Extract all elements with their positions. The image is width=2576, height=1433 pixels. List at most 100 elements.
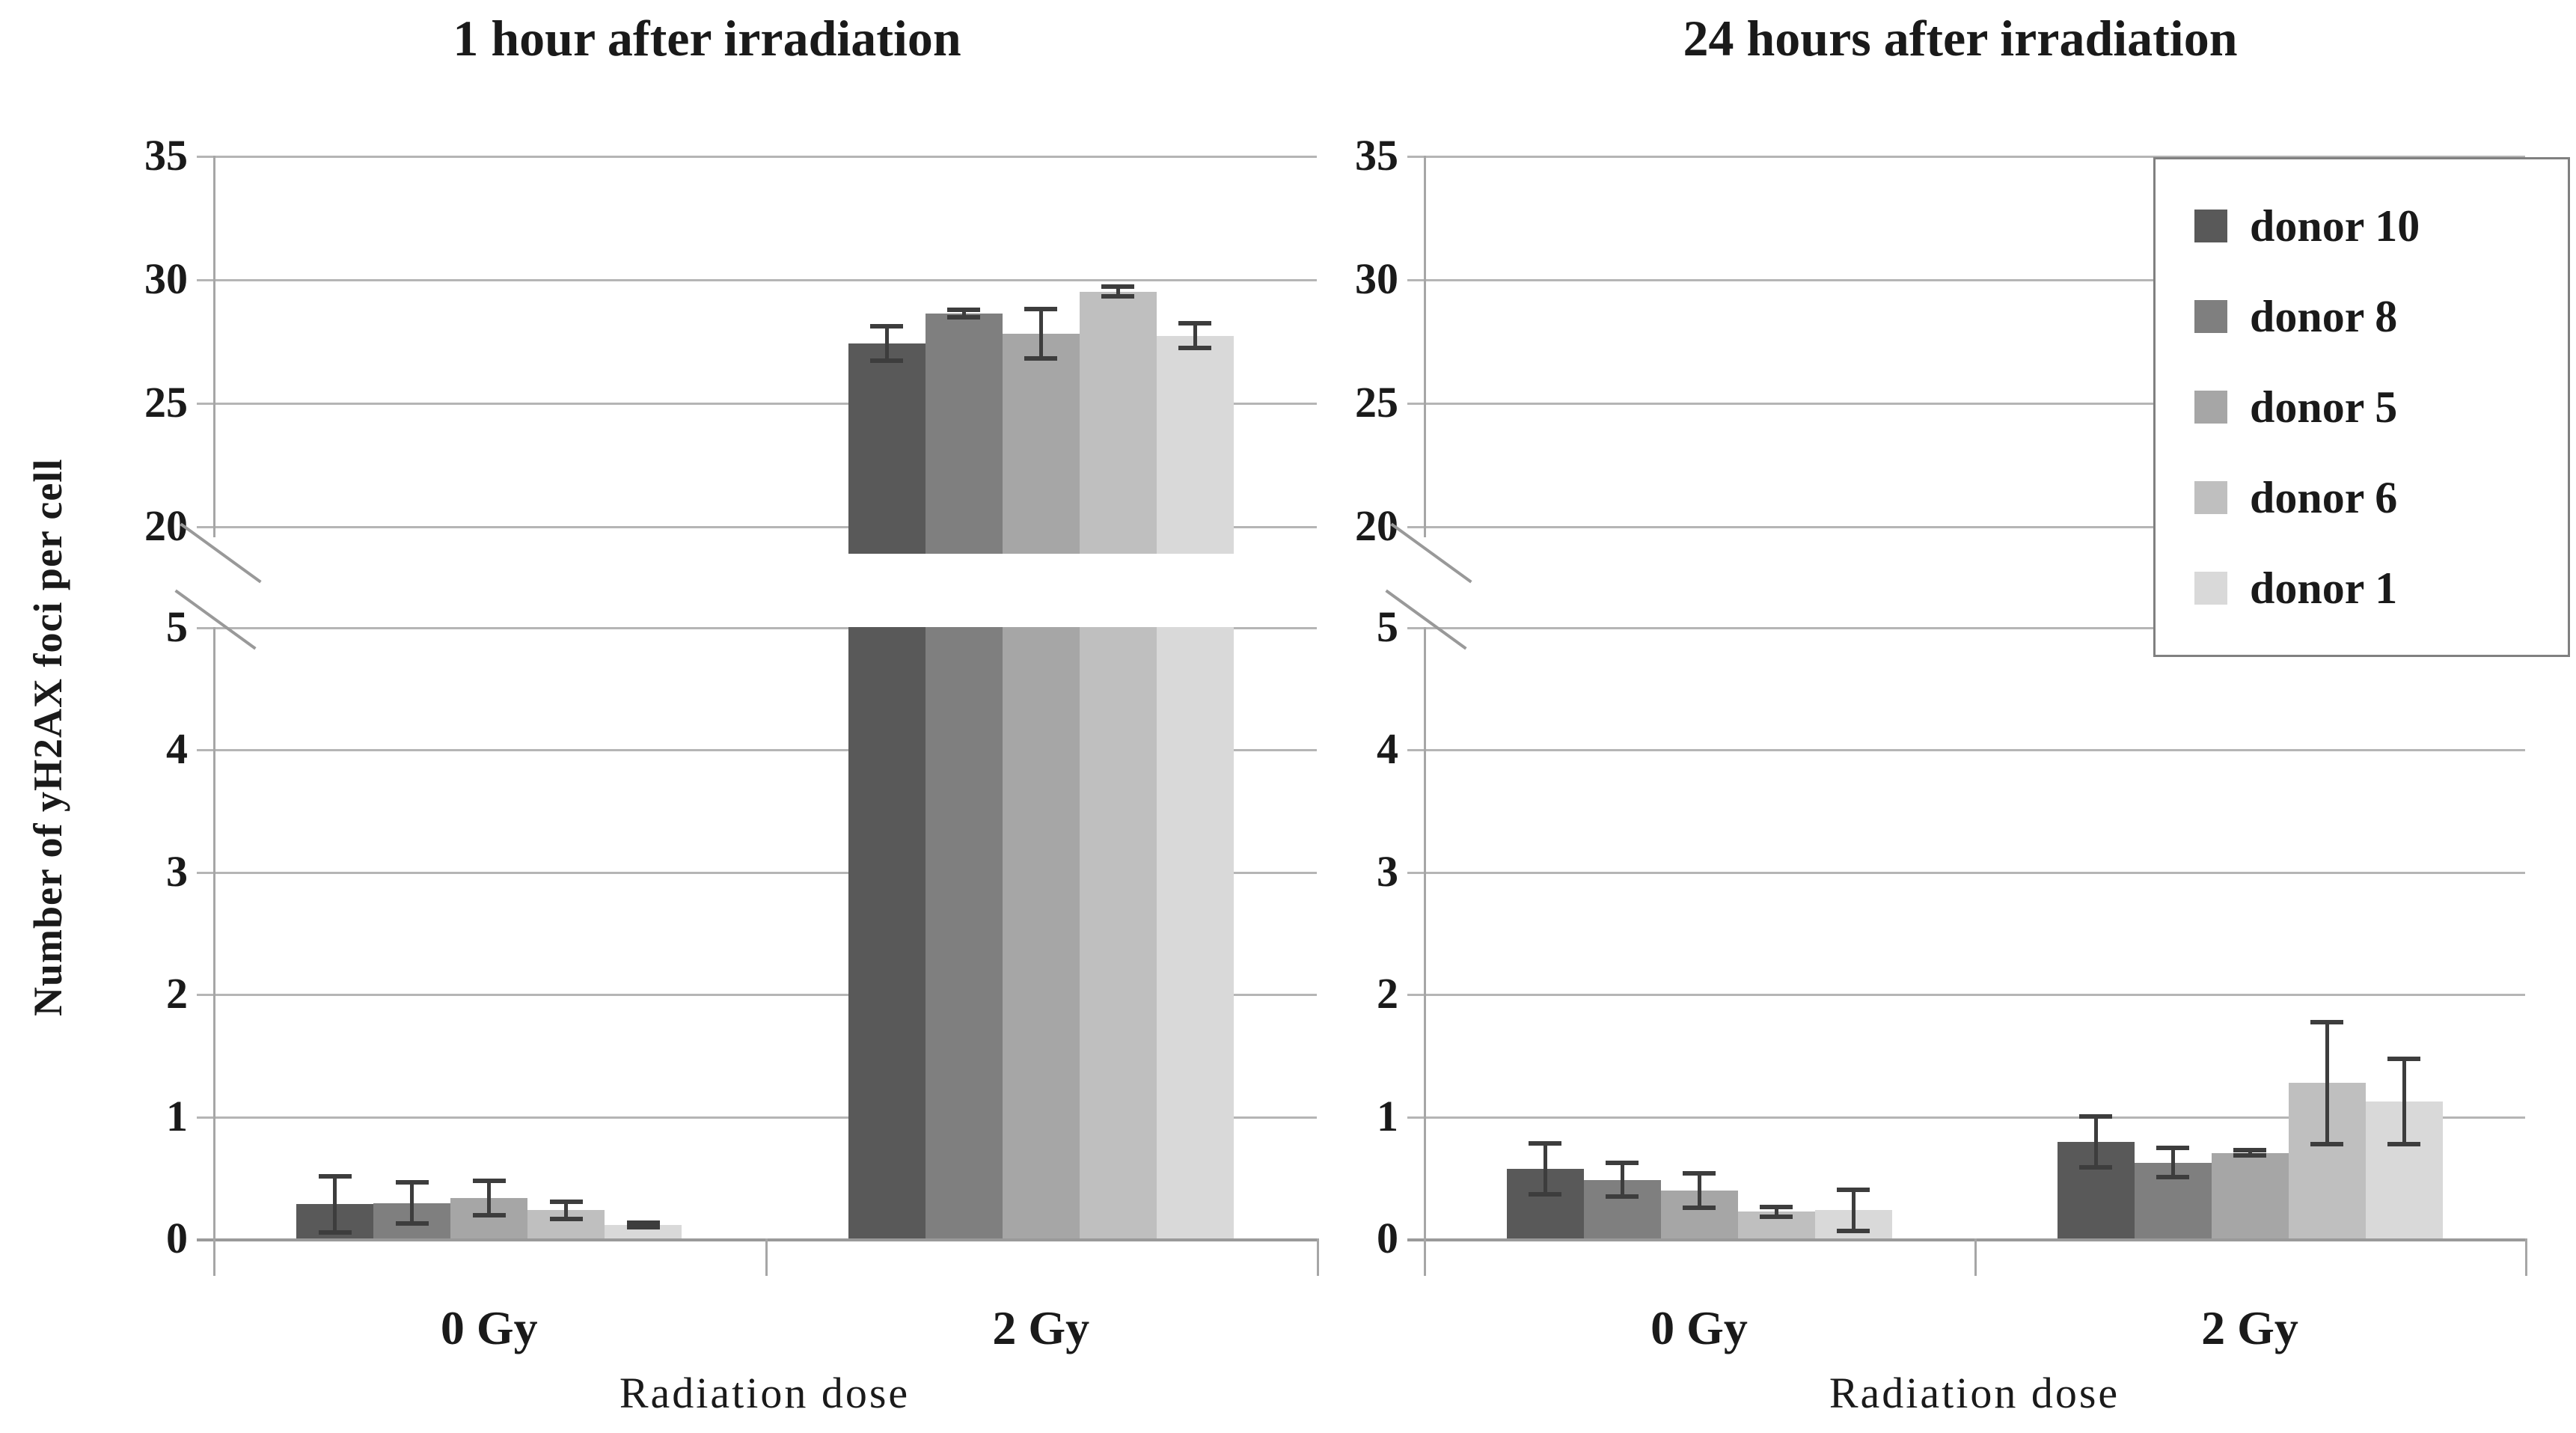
- errorbar-donor-1-0gy-cap-top: [626, 1220, 660, 1225]
- errorbar-donor-5-0gy-stem: [1697, 1173, 1701, 1209]
- errorbar-donor-1-2gy-cap-bottom: [2387, 1142, 2420, 1147]
- errorbar-donor-1-2gy-cap-top: [1178, 321, 1212, 326]
- legend: donor 10 donor 8 donor 5 donor 6 donor 1: [2153, 157, 2570, 657]
- errorbar-donor-1-2gy-stem: [1193, 323, 1197, 349]
- errorbar-donor-10-2gy-stem: [2093, 1116, 2098, 1168]
- ytick-0: 0: [166, 1214, 188, 1262]
- ytick-20: 20: [144, 501, 188, 550]
- errorbar-donor-5-0gy-stem: [487, 1181, 492, 1215]
- errorbar-donor-6-2gy-cap-bottom: [2310, 1142, 2343, 1147]
- ytick-20: 20: [1355, 501, 1398, 550]
- gridline-35: [197, 156, 1317, 158]
- ytick-35: 35: [144, 131, 188, 180]
- errorbar-donor-5-2gy-stem: [1038, 308, 1043, 358]
- ytick-4: 4: [1377, 724, 1398, 774]
- gridline-35: [1407, 156, 2525, 158]
- x-axis-tick-0: [213, 1238, 215, 1276]
- errorbar-donor-8-2gy-cap-top: [2156, 1146, 2189, 1151]
- legend-label-donor-8: donor 8: [2250, 292, 2398, 341]
- gridline-25: [197, 403, 1317, 405]
- errorbar-donor-10-2gy-cap-top: [870, 323, 904, 329]
- errorbar-donor-1-2gy-cap-bottom: [1178, 346, 1212, 351]
- errorbar-donor-1-0gy-stem: [1851, 1189, 1855, 1232]
- bar-donor-5-2gy: [1002, 627, 1080, 1238]
- bar-donor-6-2gy-upper: [1079, 291, 1157, 554]
- errorbar-donor-8-0gy-cap-bottom: [1606, 1194, 1639, 1200]
- category-label-0-gy: 0 Gy: [440, 1301, 538, 1354]
- legend-swatch-donor-1: [2194, 572, 2227, 605]
- errorbar-donor-5-0gy-cap-top: [1683, 1171, 1716, 1176]
- x-axis-tick-1: [1974, 1238, 1977, 1276]
- errorbar-donor-5-2gy-cap-top: [1024, 306, 1058, 311]
- errorbar-donor-5-0gy-cap-bottom: [472, 1212, 506, 1217]
- bar-donor-10-2gy-upper: [848, 343, 926, 554]
- ytick-25: 25: [144, 378, 188, 427]
- errorbar-donor-10-2gy-cap-top: [2079, 1113, 2112, 1119]
- y-axis-upper: [1424, 156, 1426, 537]
- ytick-1: 1: [166, 1091, 188, 1140]
- bar-donor-1-2gy-upper: [1156, 335, 1234, 554]
- ytick-1: 1: [1377, 1091, 1398, 1140]
- bar-donor-1-0gy: [605, 1225, 682, 1238]
- errorbar-donor-1-2gy-stem: [2402, 1058, 2406, 1145]
- legend-swatch-donor-10: [2194, 210, 2227, 242]
- errorbar-donor-6-0gy-cap-top: [1760, 1204, 1793, 1209]
- ytick-2: 2: [166, 969, 188, 1018]
- errorbar-donor-6-0gy-stem: [1774, 1206, 1778, 1217]
- bar-donor-5-2gy: [2211, 1152, 2289, 1238]
- ytick-30: 30: [144, 254, 188, 303]
- errorbar-donor-8-2gy-stem: [2170, 1148, 2175, 1178]
- errorbar-donor-6-0gy-cap-bottom: [1760, 1214, 1793, 1219]
- category-label-2-gy: 2 Gy: [2201, 1301, 2298, 1354]
- errorbar-donor-10-0gy-stem: [333, 1176, 337, 1232]
- legend-item-donor-6: donor 6: [2194, 474, 2568, 522]
- errorbar-donor-5-2gy-cap-bottom: [2233, 1152, 2266, 1158]
- ytick-0: 0: [1377, 1214, 1398, 1262]
- ytick-25: 25: [1355, 378, 1398, 427]
- category-label-2-gy: 2 Gy: [992, 1301, 1090, 1354]
- errorbar-donor-6-2gy-cap-top: [1101, 284, 1135, 289]
- legend-label-donor-10: donor 10: [2250, 201, 2420, 251]
- errorbar-donor-1-0gy-cap-bottom: [626, 1225, 660, 1230]
- bar-donor-10-2gy: [848, 627, 926, 1238]
- errorbar-donor-8-0gy-cap-top: [395, 1179, 429, 1185]
- x-axis-tick-2: [1317, 1238, 1319, 1276]
- ytick-35: 35: [1355, 131, 1398, 180]
- errorbar-donor-5-0gy-cap-bottom: [1683, 1206, 1716, 1211]
- errorbar-donor-1-2gy-cap-top: [2387, 1056, 2420, 1061]
- gridline-0: [197, 1238, 1317, 1241]
- gridline-5: [197, 627, 1317, 629]
- axis-break-upper: [1390, 522, 1472, 584]
- errorbar-donor-1-0gy-stem: [641, 1222, 646, 1228]
- errorbar-donor-1-0gy-cap-top: [1837, 1187, 1870, 1192]
- y-axis-upper: [213, 156, 215, 537]
- gridline-4: [1407, 749, 2525, 752]
- x-axis-tick-2: [2525, 1238, 2527, 1276]
- gridline-0: [1407, 1238, 2525, 1241]
- ytick-30: 30: [1355, 254, 1398, 303]
- gridline-3: [1407, 871, 2525, 874]
- errorbar-donor-6-2gy-cap-top: [2310, 1019, 2343, 1024]
- gridline-25: [1407, 403, 2525, 405]
- bar-donor-6-2gy: [1079, 627, 1157, 1238]
- errorbar-donor-8-2gy-cap-bottom: [2156, 1175, 2189, 1180]
- legend-label-donor-5: donor 5: [2250, 382, 2398, 432]
- legend-item-donor-8: donor 8: [2194, 293, 2568, 340]
- errorbar-donor-8-0gy-cap-top: [1606, 1160, 1639, 1165]
- errorbar-donor-6-2gy-stem: [2325, 1021, 2329, 1145]
- errorbar-donor-6-0gy-cap-bottom: [549, 1216, 583, 1221]
- chart-title-24h: 24 hours after irradiation: [1683, 10, 2238, 67]
- errorbar-donor-8-2gy-cap-top: [947, 308, 981, 313]
- ytick-3: 3: [1377, 846, 1398, 896]
- axis-break-upper: [180, 522, 262, 584]
- errorbar-donor-8-0gy-cap-bottom: [395, 1221, 429, 1226]
- gridline-30: [197, 279, 1317, 281]
- legend-swatch-donor-8: [2194, 300, 2227, 333]
- category-label-0-gy: 0 Gy: [1650, 1301, 1748, 1354]
- errorbar-donor-5-2gy-cap-bottom: [1024, 355, 1058, 361]
- x-axis-tick-0: [1424, 1238, 1426, 1276]
- errorbar-donor-1-0gy-cap-bottom: [1837, 1229, 1870, 1234]
- x-axis-title-24h: Radiation dose: [1829, 1369, 2120, 1417]
- errorbar-donor-10-2gy-cap-bottom: [870, 358, 904, 363]
- errorbar-donor-10-2gy-cap-bottom: [2079, 1165, 2112, 1170]
